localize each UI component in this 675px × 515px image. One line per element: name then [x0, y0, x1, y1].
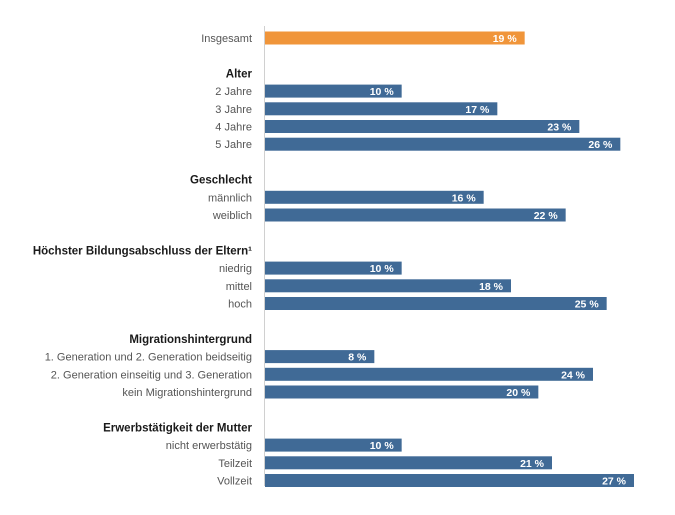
group-header: Geschlecht [190, 175, 252, 187]
data-label: 18 % [479, 281, 504, 293]
data-label: 10 % [370, 263, 395, 275]
data-label: 16 % [452, 192, 477, 204]
data-label: 8 % [348, 352, 367, 364]
data-label: 19 % [493, 33, 518, 45]
category-label: 2. Generation einseitig und 3. Generatio… [51, 369, 252, 381]
data-label: 26 % [588, 139, 613, 151]
category-label: niedrig [219, 263, 252, 275]
category-label: Vollzeit [217, 476, 252, 488]
data-label: 10 % [370, 440, 395, 452]
category-label: 3 Jahre [215, 104, 252, 116]
category-label: 4 Jahre [215, 122, 252, 134]
category-label: Insgesamt [201, 33, 252, 45]
data-label: 25 % [575, 299, 600, 311]
bar [265, 84, 402, 98]
group-header: Migrationshintergrund [129, 334, 252, 346]
category-label: Teilzeit [218, 458, 252, 470]
data-label: 10 % [370, 86, 395, 98]
data-label: 21 % [520, 458, 545, 470]
category-label: 1. Generation und 2. Generation beidseit… [45, 352, 252, 364]
bar [265, 385, 539, 399]
bar [265, 456, 552, 470]
bar [265, 474, 634, 487]
data-label: 27 % [602, 476, 627, 488]
category-label: mittel [226, 281, 252, 293]
data-label: 24 % [561, 369, 586, 381]
category-label: 5 Jahre [215, 139, 252, 151]
category-label: nicht erwerbstätig [166, 440, 252, 452]
bar [265, 297, 607, 310]
bar [265, 137, 621, 151]
category-label: 2 Jahre [215, 86, 252, 98]
bar [265, 190, 484, 204]
category-label: hoch [228, 299, 252, 311]
bar [265, 120, 580, 133]
data-label: 23 % [547, 122, 572, 134]
bar [265, 367, 593, 381]
category-label: kein Migrationshintergrund [122, 387, 252, 399]
bar [265, 261, 402, 275]
data-label: 17 % [465, 104, 490, 116]
bar [265, 438, 402, 452]
bar [265, 350, 375, 364]
group-header: Erwerbstätigkeit der Mutter [103, 422, 252, 434]
bar [265, 208, 566, 222]
bar [265, 102, 498, 116]
data-label: 20 % [506, 387, 531, 399]
bar [265, 279, 511, 293]
category-label: männlich [208, 192, 252, 204]
category-label: weiblich [212, 210, 252, 222]
group-header: Alter [226, 68, 253, 80]
group-header: Höchster Bildungsabschluss der Eltern¹ [33, 245, 252, 257]
bar-total [265, 31, 525, 45]
data-label: 22 % [534, 210, 559, 222]
